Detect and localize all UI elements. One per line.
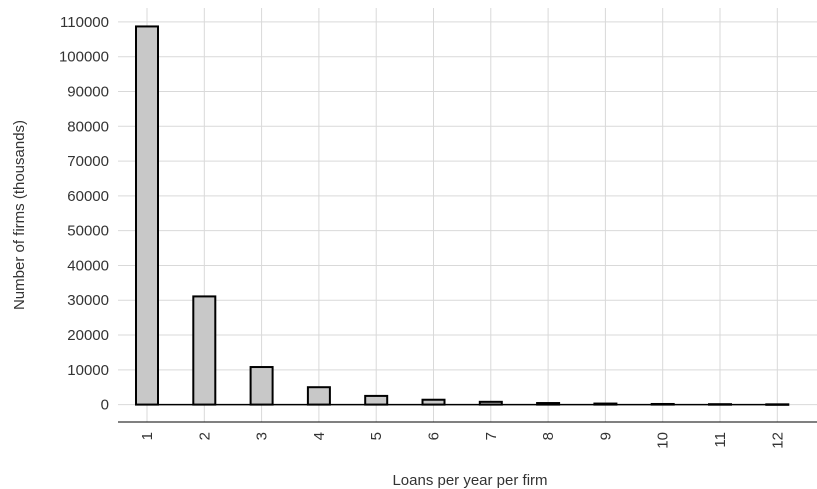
x-tick-label: 12 xyxy=(769,432,786,449)
x-tick-label: 8 xyxy=(540,432,557,440)
y-tick-label: 0 xyxy=(101,397,109,414)
bar-2 xyxy=(192,295,217,406)
x-axis-ticks: 1 2 3 4 5 6 7 8 9 10 11 12 xyxy=(139,432,786,449)
y-tick-label: 110000 xyxy=(60,14,109,31)
x-tick-label: 9 xyxy=(597,432,614,440)
x-tick-label: 6 xyxy=(426,432,443,440)
x-tick-label: 1 xyxy=(139,432,156,440)
y-tick-label: 50000 xyxy=(67,223,109,240)
x-tick-label: 2 xyxy=(196,432,213,440)
x-tick-label: 4 xyxy=(311,432,328,440)
y-tick-label: 20000 xyxy=(67,327,109,344)
bar-1 xyxy=(135,25,159,406)
x-tick-label: 7 xyxy=(483,432,500,440)
x-tick-label: 10 xyxy=(655,432,672,449)
x-tick-label: 11 xyxy=(712,432,729,448)
bars xyxy=(135,25,790,406)
y-tick-label: 100000 xyxy=(59,49,109,66)
x-tick-label: 3 xyxy=(254,432,271,440)
x-tick-label: 5 xyxy=(368,432,385,440)
y-axis-label: Number of firms (thousands) xyxy=(11,120,28,310)
y-tick-label: 80000 xyxy=(67,118,109,135)
y-tick-label: 40000 xyxy=(67,257,109,274)
y-tick-label: 70000 xyxy=(67,153,109,170)
bar-5 xyxy=(364,394,389,406)
x-axis-label: Loans per year per firm xyxy=(392,472,547,489)
y-axis-ticks: 0 10000 20000 30000 40000 50000 60000 70000 8000… xyxy=(59,14,109,414)
bar-3 xyxy=(249,366,274,406)
grid-lines xyxy=(118,8,817,422)
y-tick-label: 60000 xyxy=(67,188,109,205)
y-tick-label: 30000 xyxy=(67,292,109,309)
y-tick-label: 10000 xyxy=(67,362,109,379)
bar-4 xyxy=(306,386,331,406)
y-tick-label: 90000 xyxy=(67,83,109,100)
